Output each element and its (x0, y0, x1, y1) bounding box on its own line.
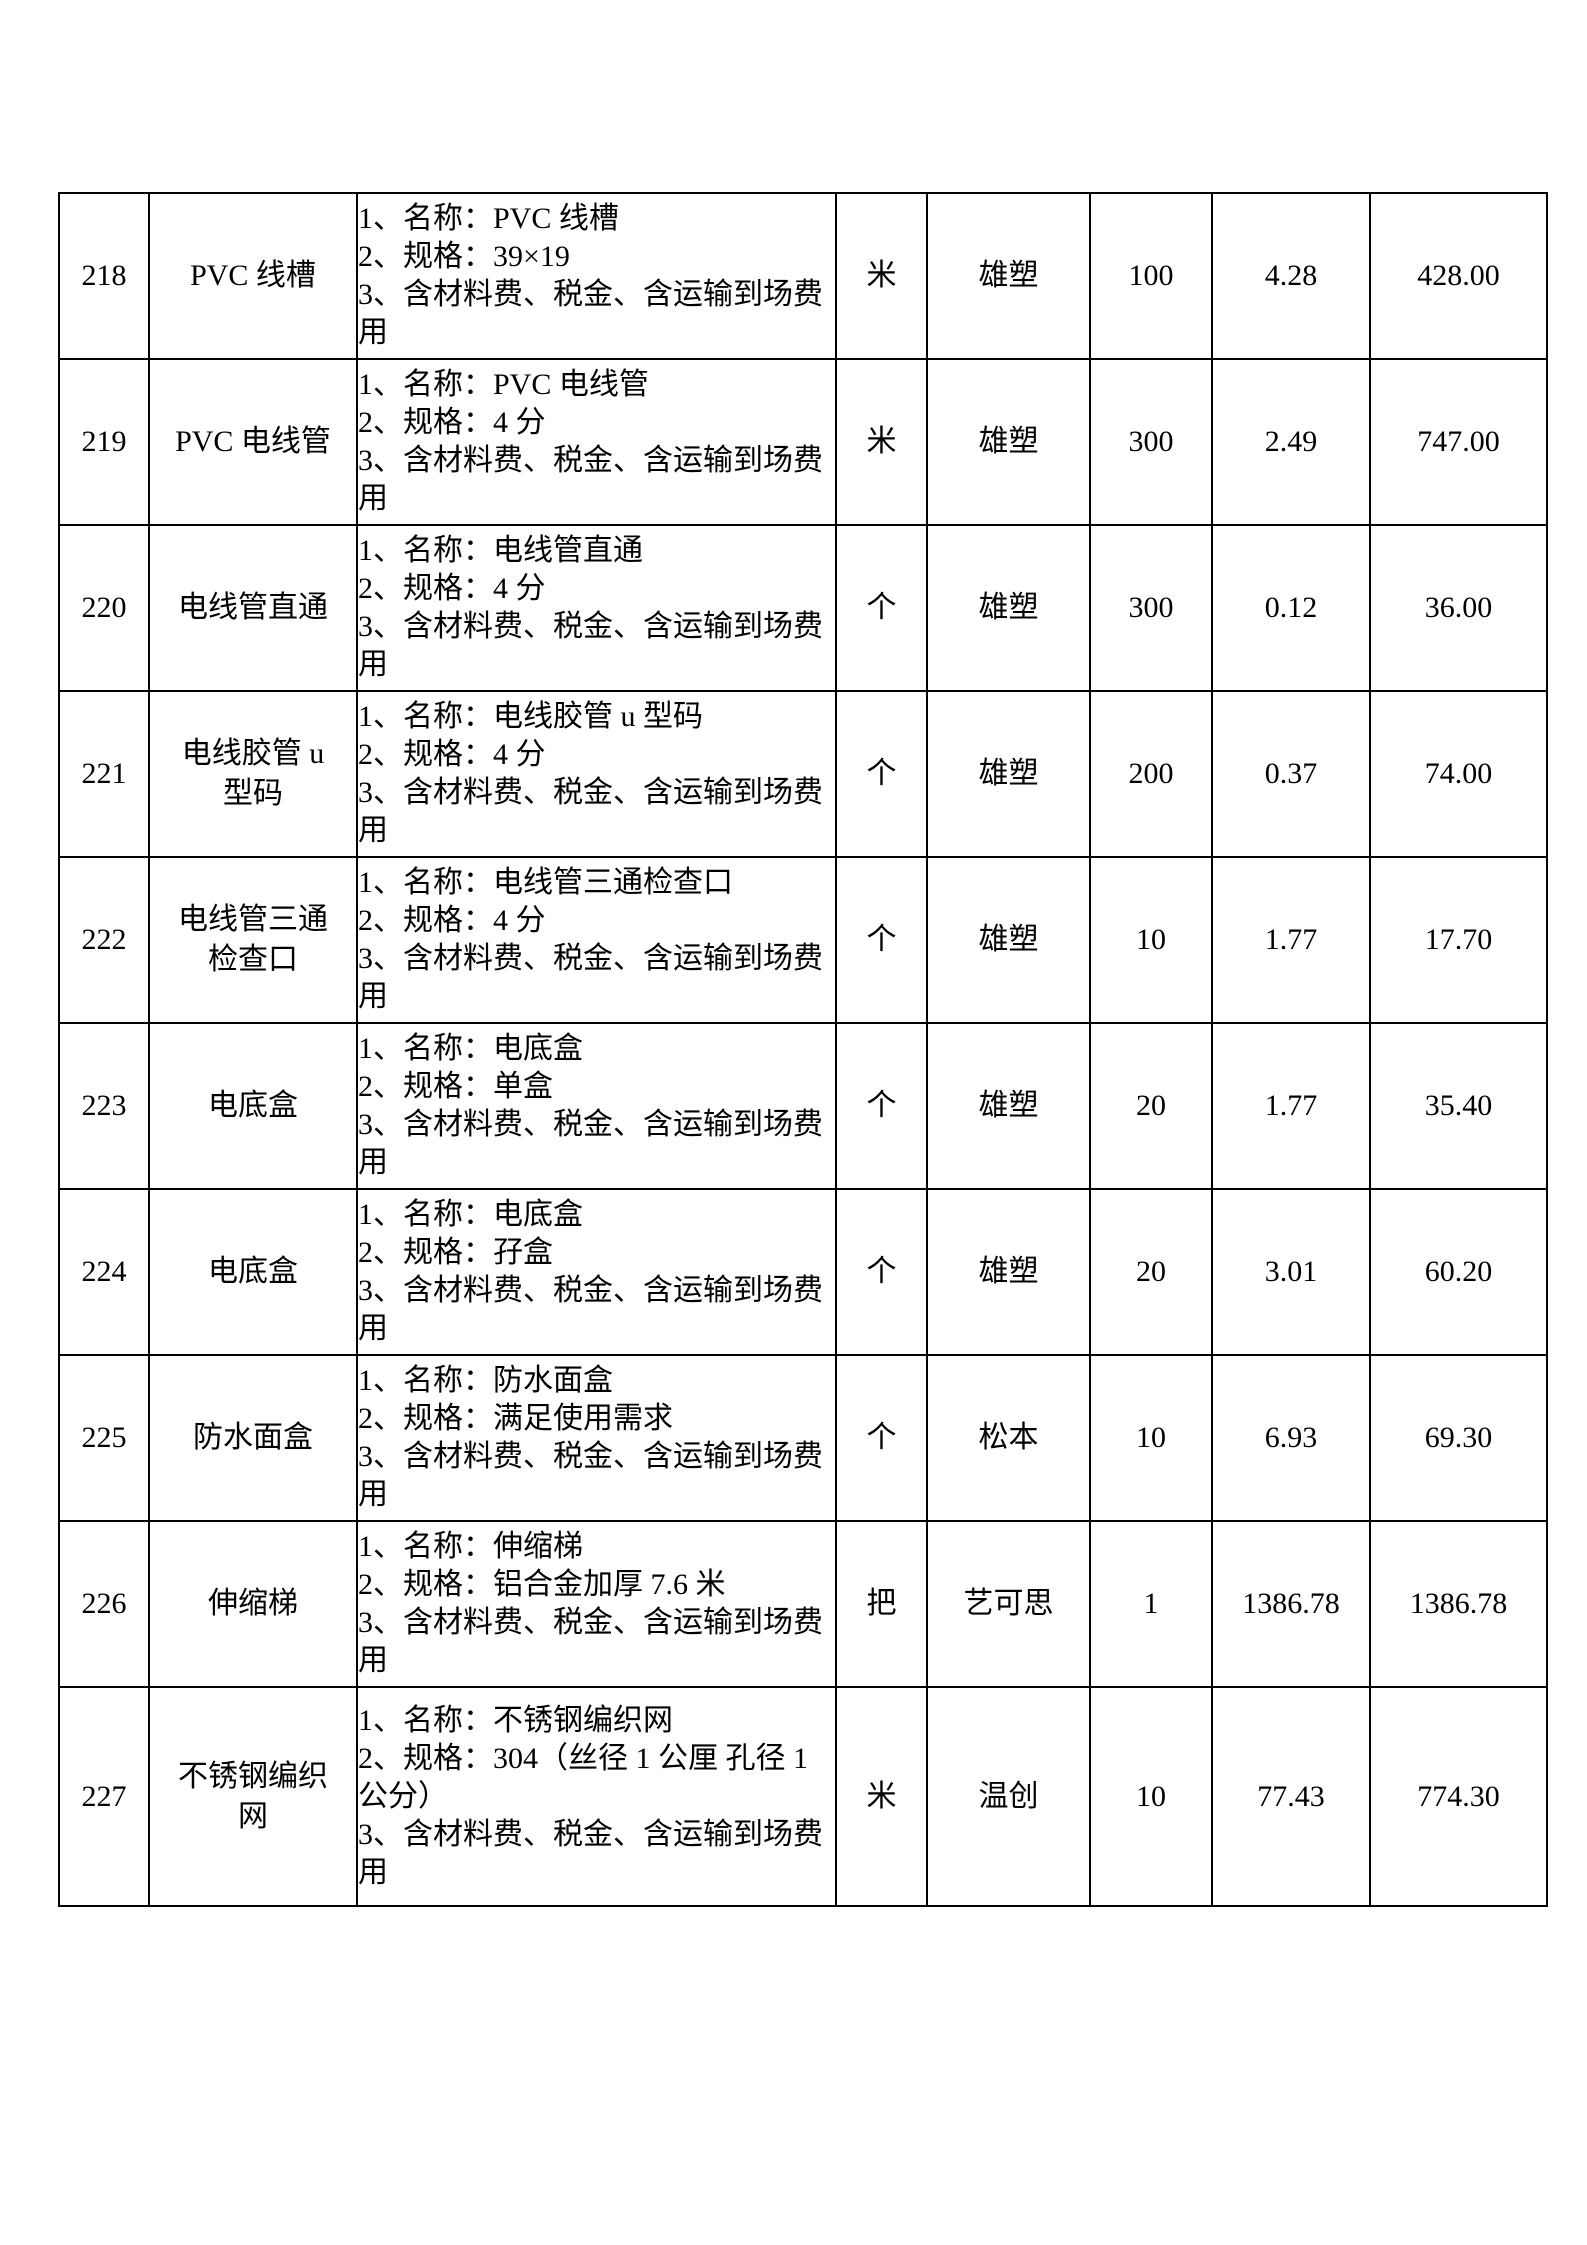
row-no-cell: 218 (58, 192, 150, 360)
brand-cell: 雄塑 (926, 192, 1091, 360)
quantity-cell: 300 (1089, 358, 1213, 526)
row-no-cell: 219 (58, 358, 150, 526)
spec-desc-cell: 1、名称：防水面盒 2、规格：满足使用需求 3、含材料费、税金、含运输到场费用 (356, 1354, 837, 1522)
quantity-cell: 100 (1089, 192, 1213, 360)
total-price-cell: 35.40 (1369, 1022, 1548, 1190)
item-name-cell: PVC 线槽 (148, 192, 358, 360)
unit-cell: 个 (835, 690, 928, 858)
unit-price-cell: 0.12 (1211, 524, 1371, 692)
table-row: 223 电底盒 1、名称：电底盒 2、规格：单盒 3、含材料费、税金、含运输到场费用… (58, 1022, 1548, 1190)
spec-desc-cell: 1、名称：PVC 电线管 2、规格：4 分 3、含材料费、税金、含运输到场费用 (356, 358, 837, 526)
unit-price-cell: 4.28 (1211, 192, 1371, 360)
table-row: 225 防水面盒 1、名称：防水面盒 2、规格：满足使用需求 3、含材料费、税金、含… (58, 1354, 1548, 1522)
unit-cell: 个 (835, 1188, 928, 1356)
quantity-cell: 10 (1089, 1354, 1213, 1522)
total-price-cell: 774.30 (1369, 1686, 1548, 1907)
item-name-cell: PVC 电线管 (148, 358, 358, 526)
brand-cell: 温创 (926, 1686, 1091, 1907)
unit-cell: 米 (835, 358, 928, 526)
row-no-cell: 225 (58, 1354, 150, 1522)
item-name-cell: 电底盒 (148, 1022, 358, 1190)
unit-cell: 个 (835, 1354, 928, 1522)
quantity-cell: 300 (1089, 524, 1213, 692)
unit-price-cell: 1386.78 (1211, 1520, 1371, 1688)
unit-price-cell: 1.77 (1211, 856, 1371, 1024)
brand-cell: 雄塑 (926, 358, 1091, 526)
materials-table: 218 PVC 线槽 1、名称：PVC 线槽 2、规格：39×19 3、含材料费、税… (58, 192, 1548, 1907)
table-row: 219 PVC 电线管 1、名称：PVC 电线管 2、规格：4 分 3、含材料费、税… (58, 358, 1548, 526)
row-no-cell: 222 (58, 856, 150, 1024)
spec-desc-cell: 1、名称：电线管三通检查口 2、规格：4 分 3、含材料费、税金、含运输到场费用 (356, 856, 837, 1024)
brand-cell: 雄塑 (926, 1022, 1091, 1190)
row-no-cell: 226 (58, 1520, 150, 1688)
quantity-cell: 20 (1089, 1022, 1213, 1190)
brand-cell: 雄塑 (926, 856, 1091, 1024)
total-price-cell: 747.00 (1369, 358, 1548, 526)
item-name-cell: 防水面盒 (148, 1354, 358, 1522)
quantity-cell: 10 (1089, 1686, 1213, 1907)
unit-price-cell: 3.01 (1211, 1188, 1371, 1356)
unit-price-cell: 0.37 (1211, 690, 1371, 858)
quantity-cell: 200 (1089, 690, 1213, 858)
quantity-cell: 1 (1089, 1520, 1213, 1688)
unit-price-cell: 2.49 (1211, 358, 1371, 526)
total-price-cell: 428.00 (1369, 192, 1548, 360)
unit-price-cell: 1.77 (1211, 1022, 1371, 1190)
spec-desc-cell: 1、名称：电底盒 2、规格：孖盒 3、含材料费、税金、含运输到场费用 (356, 1188, 837, 1356)
spec-desc-cell: 1、名称：电底盒 2、规格：单盒 3、含材料费、税金、含运输到场费用 (356, 1022, 837, 1190)
total-price-cell: 36.00 (1369, 524, 1548, 692)
brand-cell: 松本 (926, 1354, 1091, 1522)
brand-cell: 雄塑 (926, 1188, 1091, 1356)
row-no-cell: 223 (58, 1022, 150, 1190)
row-no-cell: 224 (58, 1188, 150, 1356)
unit-cell: 米 (835, 1686, 928, 1907)
unit-cell: 个 (835, 856, 928, 1024)
unit-price-cell: 6.93 (1211, 1354, 1371, 1522)
total-price-cell: 60.20 (1369, 1188, 1548, 1356)
item-name-cell: 伸缩梯 (148, 1520, 358, 1688)
table-row: 227 不锈钢编织 网 1、名称：不锈钢编织网 2、规格：304（丝径 1 公厘 孔… (58, 1686, 1548, 1907)
total-price-cell: 69.30 (1369, 1354, 1548, 1522)
row-no-cell: 227 (58, 1686, 150, 1907)
unit-cell: 米 (835, 192, 928, 360)
table-row: 224 电底盒 1、名称：电底盒 2、规格：孖盒 3、含材料费、税金、含运输到场费用… (58, 1188, 1548, 1356)
spec-desc-cell: 1、名称：电线管直通 2、规格：4 分 3、含材料费、税金、含运输到场费用 (356, 524, 837, 692)
brand-cell: 艺可思 (926, 1520, 1091, 1688)
unit-cell: 个 (835, 524, 928, 692)
row-no-cell: 221 (58, 690, 150, 858)
row-no-cell: 220 (58, 524, 150, 692)
table-row: 218 PVC 线槽 1、名称：PVC 线槽 2、规格：39×19 3、含材料费、税… (58, 192, 1548, 360)
total-price-cell: 1386.78 (1369, 1520, 1548, 1688)
unit-cell: 个 (835, 1022, 928, 1190)
brand-cell: 雄塑 (926, 524, 1091, 692)
item-name-cell: 电线胶管 u 型码 (148, 690, 358, 858)
quantity-cell: 10 (1089, 856, 1213, 1024)
spec-desc-cell: 1、名称：伸缩梯 2、规格：铝合金加厚 7.6 米 3、含材料费、税金、含运输到… (356, 1520, 837, 1688)
item-name-cell: 不锈钢编织 网 (148, 1686, 358, 1907)
quantity-cell: 20 (1089, 1188, 1213, 1356)
table-row: 222 电线管三通 检查口 1、名称：电线管三通检查口 2、规格：4 分 3、含材料… (58, 856, 1548, 1024)
table-row: 220 电线管直通 1、名称：电线管直通 2、规格：4 分 3、含材料费、税金、含运… (58, 524, 1548, 692)
materials-table-body: 218 PVC 线槽 1、名称：PVC 线槽 2、规格：39×19 3、含材料费、税… (58, 192, 1548, 1907)
spec-desc-cell: 1、名称：不锈钢编织网 2、规格：304（丝径 1 公厘 孔径 1 公分） 3、… (356, 1686, 837, 1907)
spec-desc-cell: 1、名称：PVC 线槽 2、规格：39×19 3、含材料费、税金、含运输到场费用 (356, 192, 837, 360)
brand-cell: 雄塑 (926, 690, 1091, 858)
unit-cell: 把 (835, 1520, 928, 1688)
item-name-cell: 电底盒 (148, 1188, 358, 1356)
item-name-cell: 电线管三通 检查口 (148, 856, 358, 1024)
total-price-cell: 74.00 (1369, 690, 1548, 858)
spec-desc-cell: 1、名称：电线胶管 u 型码 2、规格：4 分 3、含材料费、税金、含运输到场费… (356, 690, 837, 858)
item-name-cell: 电线管直通 (148, 524, 358, 692)
table-row: 226 伸缩梯 1、名称：伸缩梯 2、规格：铝合金加厚 7.6 米 3、含材料费、税… (58, 1520, 1548, 1688)
unit-price-cell: 77.43 (1211, 1686, 1371, 1907)
table-row: 221 电线胶管 u 型码 1、名称：电线胶管 u 型码 2、规格：4 分 3、含材… (58, 690, 1548, 858)
total-price-cell: 17.70 (1369, 856, 1548, 1024)
